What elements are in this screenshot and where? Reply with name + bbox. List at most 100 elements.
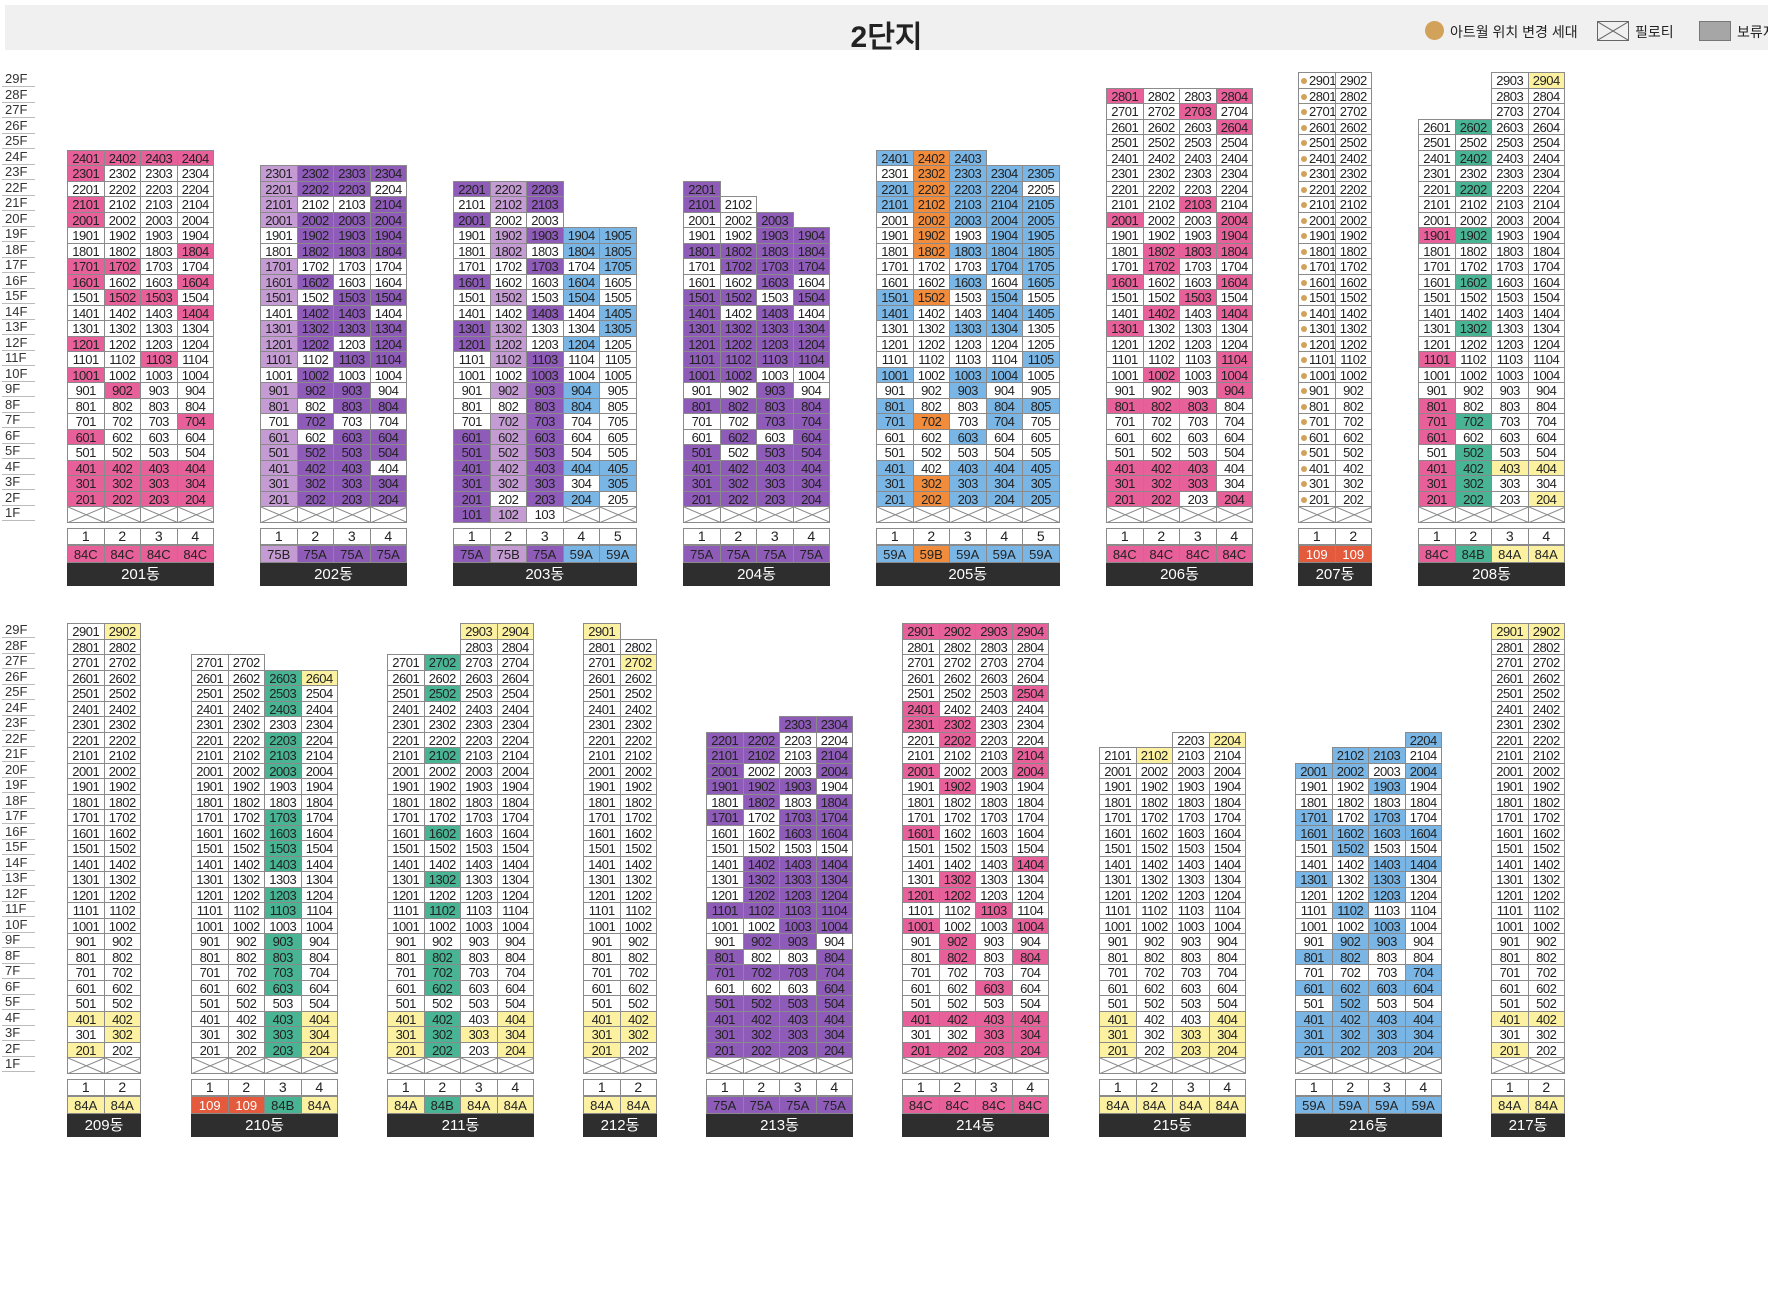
unit-cell[interactable]: 2101 xyxy=(1418,196,1456,213)
unit-cell[interactable]: 1501 xyxy=(453,289,491,306)
unit-cell[interactable]: 801 xyxy=(583,948,621,965)
unit-cell[interactable]: 1402 xyxy=(103,304,141,321)
unit-cell[interactable]: 1102 xyxy=(296,351,334,368)
unit-cell[interactable]: 401 xyxy=(1298,459,1336,476)
unit-cell[interactable]: 903 xyxy=(333,382,371,399)
unit-cell[interactable]: 602 xyxy=(1454,428,1492,445)
unit-cell[interactable]: 702 xyxy=(103,964,141,981)
unit-cell[interactable]: 2601 xyxy=(191,669,229,686)
unit-cell[interactable]: 1802 xyxy=(742,793,780,810)
unit-cell[interactable]: 802 xyxy=(227,948,265,965)
unit-cell[interactable]: 1001 xyxy=(1298,366,1336,383)
unit-cell[interactable]: 1504 xyxy=(1527,289,1565,306)
unit-cell[interactable]: 2104 xyxy=(1011,747,1049,764)
unit-cell[interactable]: 1901 xyxy=(453,227,491,244)
unit-cell[interactable]: 1302 xyxy=(103,871,141,888)
unit-cell[interactable]: 902 xyxy=(619,933,657,950)
unit-cell[interactable]: 1402 xyxy=(1135,855,1173,872)
unit-cell[interactable]: 1404 xyxy=(300,855,338,872)
unit-cell[interactable]: 303 xyxy=(1179,475,1217,492)
unit-cell[interactable]: 1401 xyxy=(1298,304,1336,321)
unit-cell[interactable]: 1502 xyxy=(938,840,976,857)
unit-cell[interactable]: 503 xyxy=(1179,444,1217,461)
unit-cell[interactable]: 2203 xyxy=(1179,180,1217,197)
unit-cell[interactable]: 2004 xyxy=(1215,211,1253,228)
unit-cell[interactable]: 1901 xyxy=(67,227,105,244)
unit-cell[interactable]: 304 xyxy=(300,1026,338,1043)
unit-cell[interactable]: 1002 xyxy=(103,917,141,934)
unit-cell[interactable]: 902 xyxy=(1331,933,1369,950)
unit-cell[interactable]: 903 xyxy=(949,382,987,399)
unit-cell[interactable]: 201 xyxy=(1491,1041,1529,1058)
unit-cell[interactable]: 1301 xyxy=(1298,320,1336,337)
unit-cell[interactable]: 1604 xyxy=(1404,824,1442,841)
unit-cell[interactable]: 1104 xyxy=(369,351,407,368)
unit-cell[interactable]: 1603 xyxy=(460,824,498,841)
unit-cell[interactable]: 502 xyxy=(1135,995,1173,1012)
unit-cell[interactable]: 1203 xyxy=(460,886,498,903)
unit-cell[interactable]: 202 xyxy=(1454,490,1492,507)
unit-cell[interactable]: 2404 xyxy=(300,700,338,717)
unit-cell[interactable]: 1503 xyxy=(140,289,178,306)
unit-cell[interactable]: 1202 xyxy=(103,335,141,352)
unit-cell[interactable]: 1401 xyxy=(453,304,491,321)
unit-cell[interactable]: 304 xyxy=(1527,475,1565,492)
unit-cell[interactable]: 1101 xyxy=(1491,902,1529,919)
unit-cell[interactable]: 1003 xyxy=(1368,917,1406,934)
unit-cell[interactable]: 2101 xyxy=(453,196,491,213)
unit-cell[interactable]: 801 xyxy=(387,948,425,965)
unit-cell[interactable]: 201 xyxy=(1418,490,1456,507)
unit-cell[interactable]: 1504 xyxy=(496,840,534,857)
unit-cell[interactable]: 2603 xyxy=(264,669,302,686)
unit-cell[interactable]: 2002 xyxy=(912,211,950,228)
unit-cell[interactable]: 2804 xyxy=(1011,638,1049,655)
unit-cell[interactable]: 1603 xyxy=(333,273,371,290)
unit-cell[interactable]: 701 xyxy=(1418,413,1456,430)
unit-cell[interactable]: 1802 xyxy=(619,793,657,810)
unit-cell[interactable]: 601 xyxy=(683,428,721,445)
unit-cell[interactable]: 1101 xyxy=(260,351,298,368)
unit-cell[interactable]: 2002 xyxy=(938,762,976,779)
unit-cell[interactable]: 2001 xyxy=(191,762,229,779)
unit-cell[interactable]: 1904 xyxy=(496,778,534,795)
unit-cell[interactable]: 1902 xyxy=(423,778,461,795)
unit-cell[interactable]: 401 xyxy=(1099,1010,1137,1027)
unit-cell[interactable]: 403 xyxy=(949,459,987,476)
unit-cell[interactable]: 1601 xyxy=(1106,273,1144,290)
unit-cell[interactable]: 401 xyxy=(1491,1010,1529,1027)
unit-cell[interactable]: 2204 xyxy=(985,180,1023,197)
unit-cell[interactable]: 1604 xyxy=(369,273,407,290)
unit-cell[interactable]: 503 xyxy=(526,444,564,461)
unit-cell[interactable]: 904 xyxy=(300,933,338,950)
unit-cell[interactable]: 1801 xyxy=(1418,242,1456,259)
unit-cell[interactable]: 901 xyxy=(1298,382,1336,399)
unit-cell[interactable]: 1403 xyxy=(333,304,371,321)
unit-cell[interactable]: 1002 xyxy=(489,366,527,383)
unit-cell[interactable]: 1303 xyxy=(1172,871,1210,888)
unit-cell[interactable]: 2203 xyxy=(264,731,302,748)
unit-cell[interactable]: 2504 xyxy=(496,685,534,702)
unit-cell[interactable]: 301 xyxy=(1418,475,1456,492)
unit-cell[interactable]: 1503 xyxy=(1368,840,1406,857)
unit-cell[interactable]: 704 xyxy=(369,413,407,430)
unit-cell[interactable]: 503 xyxy=(140,444,178,461)
unit-cell[interactable]: 2301 xyxy=(67,716,105,733)
unit-cell[interactable]: 401 xyxy=(191,1010,229,1027)
unit-cell[interactable]: 901 xyxy=(260,382,298,399)
unit-cell[interactable]: 1801 xyxy=(453,242,491,259)
unit-cell[interactable]: 1204 xyxy=(985,335,1023,352)
unit-cell[interactable]: 305 xyxy=(1022,475,1060,492)
unit-cell[interactable]: 304 xyxy=(985,475,1023,492)
unit-cell[interactable]: 1304 xyxy=(1527,320,1565,337)
unit-cell[interactable]: 301 xyxy=(876,475,914,492)
unit-cell[interactable]: 201 xyxy=(1099,1041,1137,1058)
unit-cell[interactable]: 603 xyxy=(756,428,794,445)
unit-cell[interactable]: 1705 xyxy=(599,258,637,275)
unit-cell[interactable]: 1003 xyxy=(1172,917,1210,934)
unit-cell[interactable]: 404 xyxy=(1208,1010,1246,1027)
unit-cell[interactable]: 704 xyxy=(1404,964,1442,981)
unit-cell[interactable]: 602 xyxy=(1331,979,1369,996)
unit-cell[interactable]: 1504 xyxy=(985,289,1023,306)
unit-cell[interactable]: 702 xyxy=(719,413,757,430)
unit-cell[interactable]: 1503 xyxy=(975,840,1013,857)
